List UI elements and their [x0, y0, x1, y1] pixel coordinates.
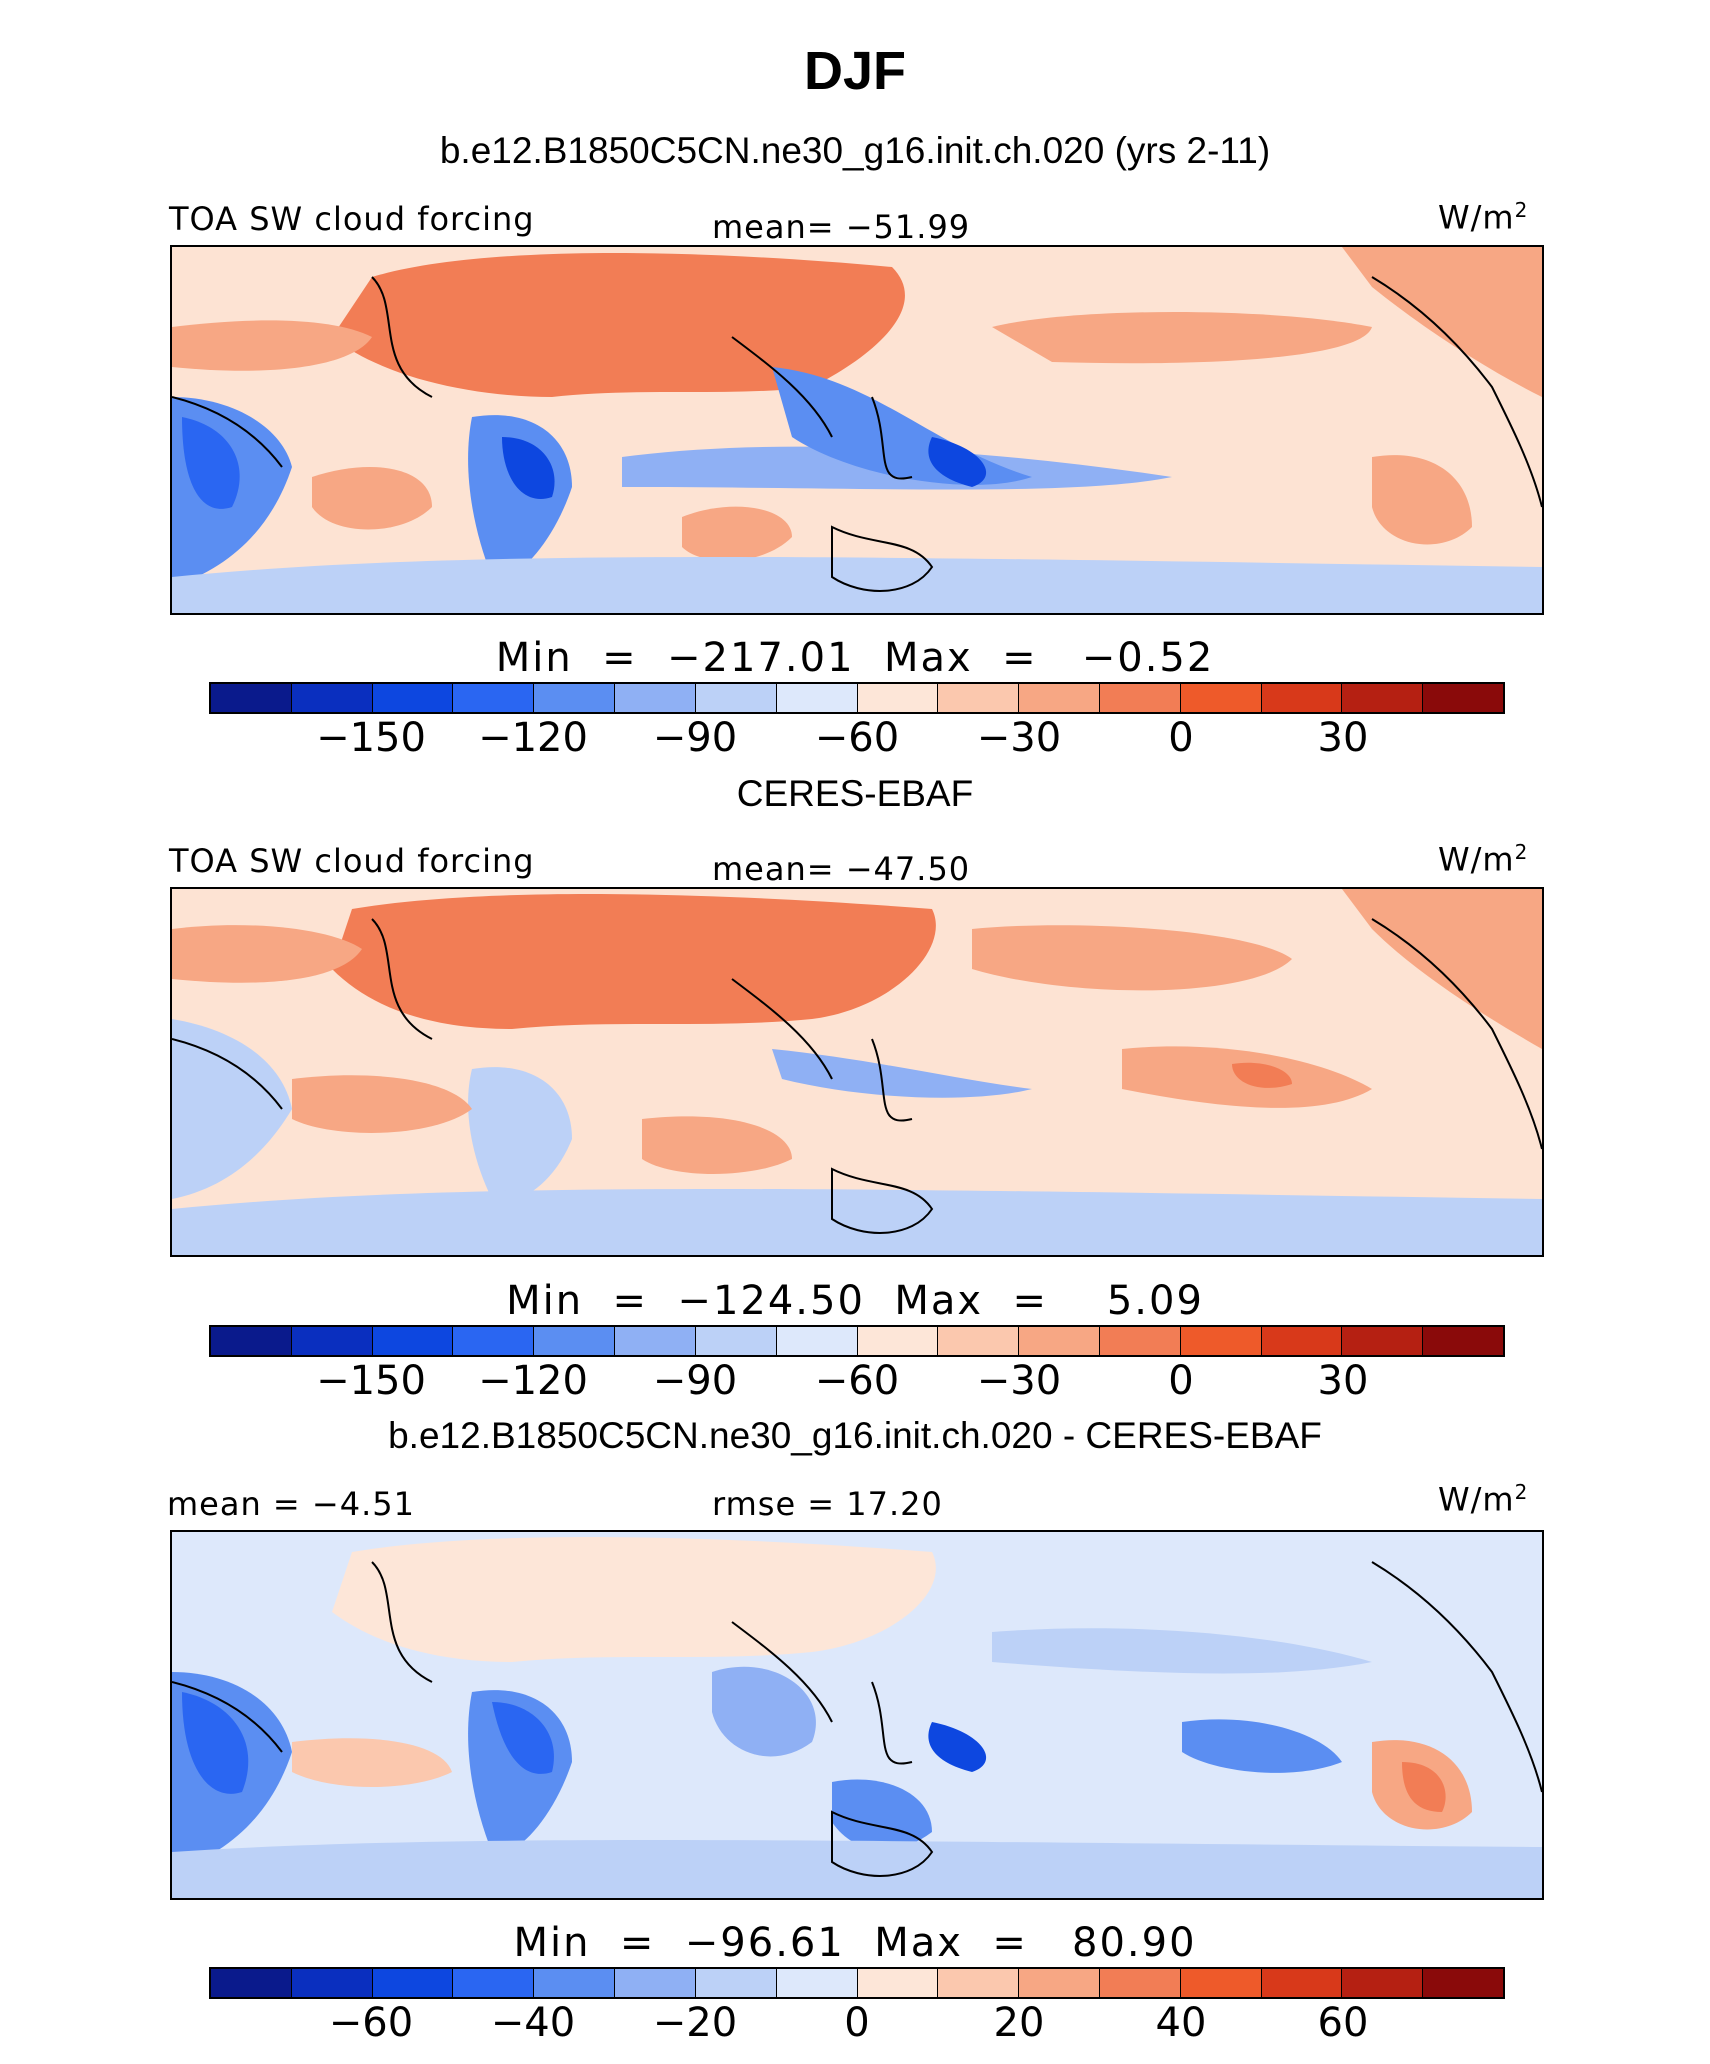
colorbar-swatch: [695, 1327, 777, 1355]
colorbar-tick-label: 20: [993, 2000, 1045, 2046]
colorbar-swatch: [1342, 1969, 1424, 1997]
colorbar-swatch: [857, 684, 939, 712]
panel-3-map: [170, 1530, 1544, 1900]
colorbar-swatch: [1423, 1327, 1503, 1355]
colorbar-tick-label: −60: [814, 715, 900, 761]
panel-3-colorbar-ticks: −60 −40 −20 0 20 40 60: [0, 2000, 1710, 2050]
colorbar-swatch: [1180, 684, 1262, 712]
colorbar-swatch: [938, 1327, 1020, 1355]
colorbar-swatch: [453, 1327, 535, 1355]
colorbar-swatch: [211, 684, 292, 712]
colorbar-tick-label: 60: [1317, 2000, 1369, 2046]
colorbar-swatch: [372, 1969, 454, 1997]
colorbar-swatch: [453, 684, 535, 712]
colorbar-swatch: [372, 1327, 454, 1355]
panel-3-colorbar: [209, 1967, 1505, 1999]
colorbar-tick-label: 0: [1168, 1358, 1194, 1404]
panel-1-units: W/m2: [1438, 198, 1529, 237]
colorbar-tick-label: 0: [844, 2000, 870, 2046]
colorbar-tick-label: 30: [1317, 1358, 1369, 1404]
colorbar-swatch: [857, 1327, 939, 1355]
colorbar-swatch: [1099, 1327, 1181, 1355]
colorbar-swatch: [211, 1969, 292, 1997]
colorbar-tick-label: 40: [1155, 2000, 1207, 2046]
colorbar-swatch: [291, 1969, 373, 1997]
colorbar-swatch: [1019, 1327, 1100, 1355]
colorbar-tick-label: −30: [976, 1358, 1062, 1404]
colorbar-swatch: [372, 684, 454, 712]
panel-3-rmse-label: rmse = 17.20: [712, 1485, 943, 1523]
colorbar-tick-label: −120: [478, 1358, 588, 1404]
colorbar-tick-label: 30: [1317, 715, 1369, 761]
panel-3-heading: b.e12.B1850C5CN.ne30_g16.init.ch.020 - C…: [388, 1415, 1322, 1456]
colorbar-tick-label: −150: [316, 715, 426, 761]
colorbar-swatch: [291, 1327, 373, 1355]
panel-3-mean-label: mean = −4.51: [167, 1485, 415, 1523]
colorbar-swatch: [534, 684, 616, 712]
colorbar-swatch: [857, 1969, 939, 1997]
colorbar-swatch: [938, 684, 1020, 712]
panel-1-heading: b.e12.B1850C5CN.ne30_g16.init.ch.020 (yr…: [439, 130, 1271, 171]
colorbar-swatch: [776, 1327, 858, 1355]
panel-2-colorbar: [209, 1325, 1505, 1357]
colorbar-swatch: [534, 1327, 616, 1355]
colorbar-swatch: [1261, 1327, 1343, 1355]
panel-2-map: [170, 887, 1544, 1257]
colorbar-swatch: [615, 1327, 696, 1355]
colorbar-swatch: [1019, 684, 1100, 712]
colorbar-swatch: [1261, 1969, 1343, 1997]
panel-3-minmax: Min = −96.61 Max = 80.90: [513, 1920, 1197, 1966]
colorbar-tick-label: −60: [814, 1358, 900, 1404]
panel-1-map: [170, 245, 1544, 615]
figure-title: DJF: [803, 41, 906, 101]
colorbar-tick-label: −90: [652, 1358, 738, 1404]
panel-2-colorbar-ticks: −150 −120 −90 −60 −30 0 30: [0, 1358, 1710, 1408]
panel-1-mean-label: mean= −51.99: [712, 208, 971, 246]
panel-2-minmax: Min = −124.50 Max = 5.09: [506, 1278, 1204, 1324]
panel-2-heading: CERES-EBAF: [736, 773, 974, 814]
colorbar-tick-label: −90: [652, 715, 738, 761]
colorbar-tick-label: −40: [490, 2000, 576, 2046]
colorbar-tick-label: −20: [652, 2000, 738, 2046]
colorbar-tick-label: −150: [316, 1358, 426, 1404]
colorbar-swatch: [1099, 684, 1181, 712]
panel-3-map-field: [172, 1532, 1542, 1898]
colorbar-swatch: [1180, 1327, 1262, 1355]
colorbar-swatch: [1423, 684, 1503, 712]
colorbar-swatch: [776, 684, 858, 712]
colorbar-swatch: [1099, 1969, 1181, 1997]
panel-1-variable-label: TOA SW cloud forcing: [169, 200, 535, 238]
colorbar-swatch: [615, 684, 696, 712]
colorbar-swatch: [1019, 1969, 1100, 1997]
colorbar-swatch: [453, 1969, 535, 1997]
panel-1-map-field: [172, 247, 1542, 613]
colorbar-tick-label: −60: [328, 2000, 414, 2046]
colorbar-tick-label: −120: [478, 715, 588, 761]
panel-2-map-field: [172, 889, 1542, 1255]
colorbar-swatch: [534, 1969, 616, 1997]
panel-1-colorbar-ticks: −150 −120 −90 −60 −30 0 30: [0, 715, 1710, 765]
panel-2-units: W/m2: [1438, 840, 1529, 879]
colorbar-swatch: [1423, 1969, 1503, 1997]
colorbar-swatch: [1342, 684, 1424, 712]
colorbar-swatch: [695, 684, 777, 712]
colorbar-swatch: [1180, 1969, 1262, 1997]
panel-3-units: W/m2: [1438, 1480, 1529, 1519]
colorbar-swatch: [776, 1969, 858, 1997]
colorbar-swatch: [1342, 1327, 1424, 1355]
colorbar-swatch: [211, 1327, 292, 1355]
colorbar-swatch: [615, 1969, 696, 1997]
panel-2-mean-label: mean= −47.50: [712, 850, 971, 888]
panel-2-variable-label: TOA SW cloud forcing: [169, 842, 535, 880]
colorbar-tick-label: −30: [976, 715, 1062, 761]
panel-1-colorbar: [209, 682, 1505, 714]
colorbar-swatch: [695, 1969, 777, 1997]
colorbar-swatch: [1261, 684, 1343, 712]
colorbar-tick-label: 0: [1168, 715, 1194, 761]
colorbar-swatch: [938, 1969, 1020, 1997]
panel-1-minmax: Min = −217.01 Max = −0.52: [495, 635, 1215, 681]
colorbar-swatch: [291, 684, 373, 712]
